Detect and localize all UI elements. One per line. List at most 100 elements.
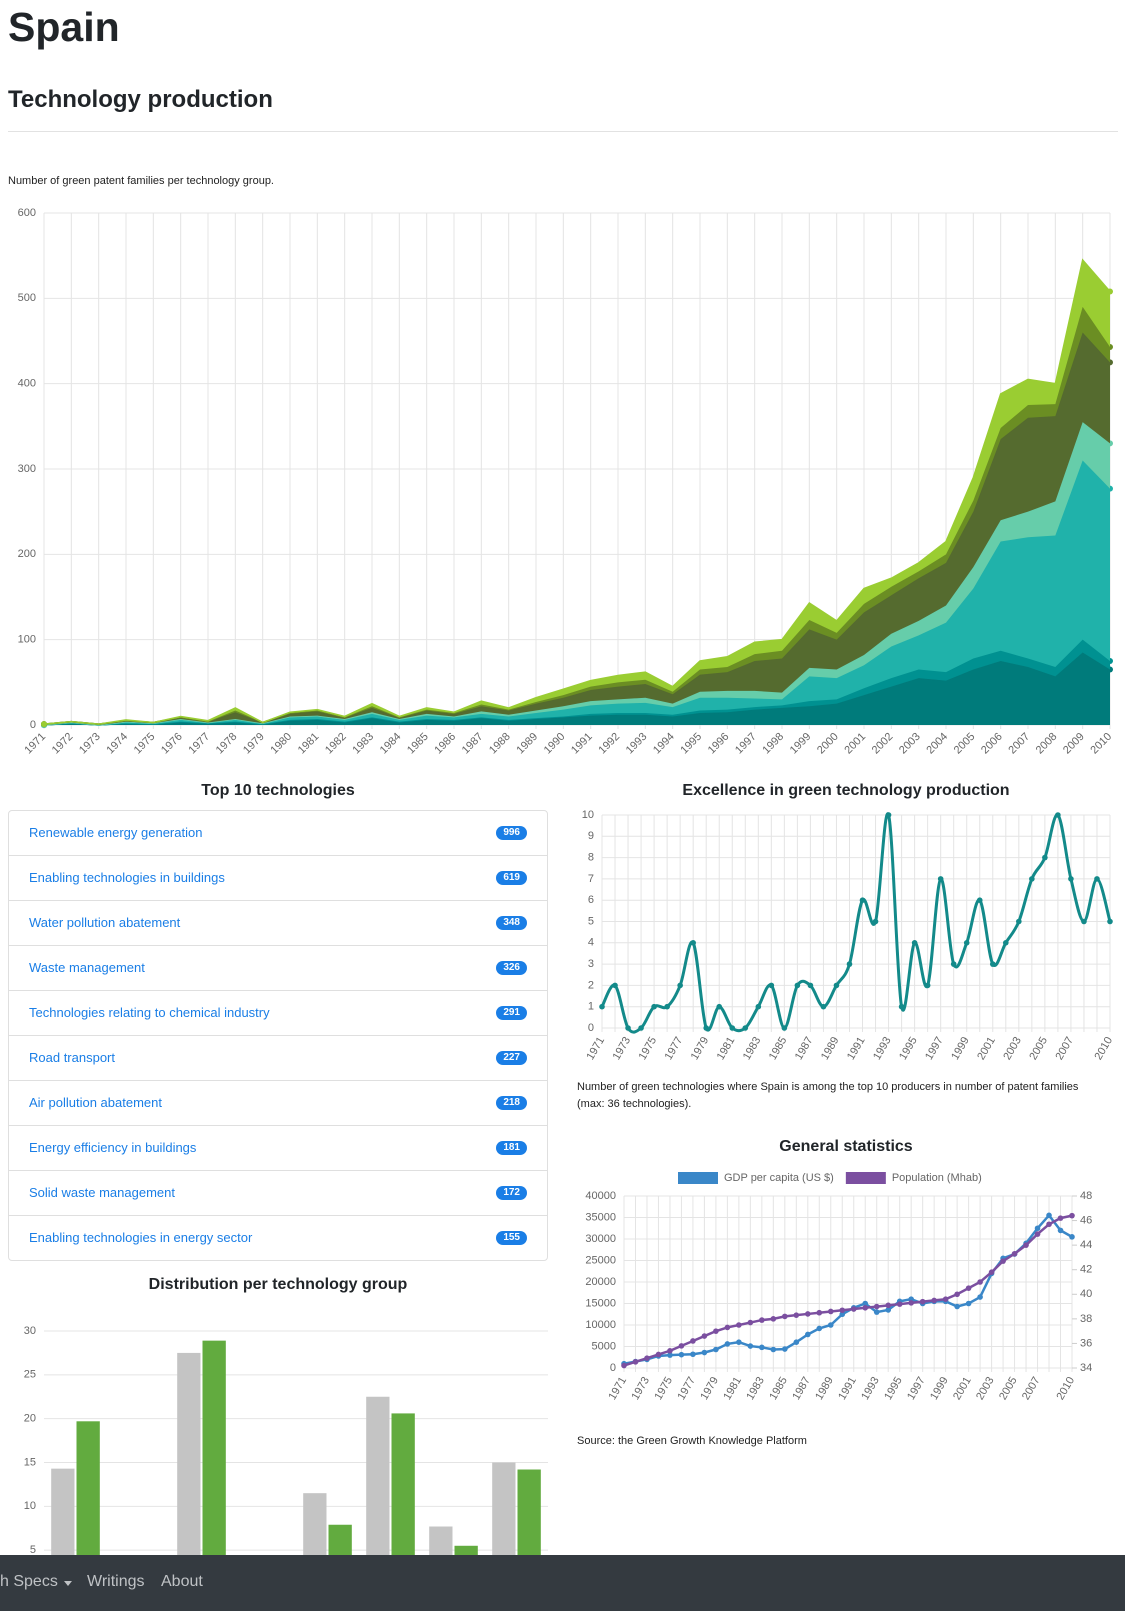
point <box>924 982 931 989</box>
point <box>736 1322 742 1328</box>
list-item: Waste management 326 <box>9 945 547 990</box>
point <box>716 1003 723 1010</box>
y-tick-label: 20 <box>24 1413 36 1425</box>
x-tick-label: 1989 <box>514 731 540 755</box>
point <box>965 1300 972 1307</box>
point <box>678 1351 685 1358</box>
point <box>612 982 618 989</box>
point <box>1023 1242 1029 1248</box>
x-tick-label: 1987 <box>793 1035 816 1062</box>
point <box>1081 918 1087 925</box>
point <box>862 1305 869 1311</box>
y-tick-label: 0 <box>30 719 36 731</box>
technology-link[interactable]: Energy efficiency in buildings <box>29 1140 197 1155</box>
technology-link[interactable]: Solid waste management <box>29 1185 175 1200</box>
point <box>638 1025 644 1031</box>
x-tick-label: 1991 <box>569 731 595 755</box>
point <box>1057 1215 1064 1221</box>
x-tick-label: 2005 <box>952 731 978 755</box>
point <box>807 982 814 989</box>
point <box>954 1291 960 1298</box>
country-title: Spain <box>8 4 120 50</box>
x-tick-label: 1984 <box>378 731 404 755</box>
technology-list: Renewable energy generation 996 Enabling t… <box>8 810 548 1261</box>
point <box>850 1306 857 1312</box>
point <box>919 1298 926 1305</box>
x-tick-label: 2005 <box>997 1375 1020 1402</box>
point <box>859 897 866 903</box>
point <box>701 1349 708 1356</box>
point <box>977 1294 983 1300</box>
technology-link[interactable]: Waste management <box>29 960 145 975</box>
technology-link[interactable]: Road transport <box>29 1050 115 1065</box>
y-tick-label: 5 <box>588 915 594 927</box>
point <box>1107 918 1113 925</box>
point <box>816 1309 823 1316</box>
x-tick-label: 1997 <box>923 1035 946 1062</box>
technology-link[interactable]: Air pollution abatement <box>29 1095 162 1110</box>
y-tick-label: 30 <box>24 1325 36 1337</box>
nav-item[interactable]: About <box>161 1573 203 1590</box>
list-title: Top 10 technologies <box>201 782 355 799</box>
nav-item[interactable]: h Specs <box>0 1573 58 1590</box>
point <box>988 1269 995 1275</box>
technology-link[interactable]: Technologies relating to chemical indust… <box>29 1005 270 1020</box>
x-tick-label: 1988 <box>487 731 513 755</box>
x-tick-label: 2002 <box>870 731 896 755</box>
x-tick-label: 2010 <box>1054 1375 1077 1402</box>
point <box>625 1025 631 1031</box>
y2-tick-label: 48 <box>1080 1190 1092 1202</box>
y-tick-label: 500 <box>18 292 36 304</box>
y-tick-label: 5000 <box>592 1340 616 1352</box>
point <box>963 940 970 946</box>
x-tick-label: 2006 <box>979 731 1005 755</box>
point <box>1057 1227 1064 1234</box>
point <box>816 1325 823 1332</box>
technology-link[interactable]: Enabling technologies in energy sector <box>29 1230 253 1245</box>
y-tick-label: 400 <box>18 378 36 390</box>
point <box>885 812 892 818</box>
x-tick-label: 1981 <box>296 731 322 755</box>
point <box>664 1003 670 1010</box>
x-tick-label: 1994 <box>651 731 677 755</box>
area-fill <box>44 639 1110 725</box>
point <box>1002 940 1009 946</box>
point <box>759 1317 765 1323</box>
point <box>1068 876 1074 882</box>
point <box>911 940 918 946</box>
dual-axis-chart: 1971 1973 1975 1977 1979 1981 1983 1985 1987 1989… <box>585 1172 1092 1402</box>
x-tick-label: 1993 <box>871 1035 894 1062</box>
legend-label: Population (Mhab) <box>892 1172 982 1184</box>
point <box>747 1343 754 1349</box>
x-tick-label: 2009 <box>1061 731 1087 755</box>
y-tick-label: 10 <box>582 809 594 821</box>
x-tick-label: 1971 <box>606 1375 629 1402</box>
y-tick-label: 300 <box>18 463 36 475</box>
point <box>1029 876 1035 882</box>
y-tick-label: 35000 <box>585 1211 616 1223</box>
count-badge: 172 <box>496 1186 527 1200</box>
technology-link[interactable]: Renewable energy generation <box>29 825 203 840</box>
point <box>759 1344 765 1351</box>
x-tick-label: 2001 <box>951 1375 974 1402</box>
point <box>942 1296 949 1302</box>
point <box>1016 918 1022 925</box>
technology-link[interactable]: Water pollution abatement <box>29 915 181 930</box>
point <box>713 1346 719 1353</box>
point <box>950 961 957 967</box>
point <box>667 1352 673 1358</box>
nav-item[interactable]: Writings <box>87 1573 145 1590</box>
line <box>600 812 1112 1034</box>
point <box>989 961 996 967</box>
y-tick-label: 0 <box>588 1022 594 1034</box>
area-chart: 1971 1972 1973 1974 1975 1976 1977 1978 1979 1980… <box>18 207 1115 755</box>
point <box>885 1302 892 1309</box>
point <box>703 1025 710 1031</box>
technology-link[interactable]: Enabling technologies in buildings <box>29 870 225 885</box>
point <box>729 1025 736 1031</box>
x-tick-label: 1985 <box>767 1375 790 1402</box>
list-item: Water pollution abatement 348 <box>9 900 547 945</box>
x-tick-label: 1985 <box>767 1035 790 1062</box>
y-tick-label: 30000 <box>585 1233 616 1245</box>
x-tick-label: 2004 <box>924 731 950 755</box>
